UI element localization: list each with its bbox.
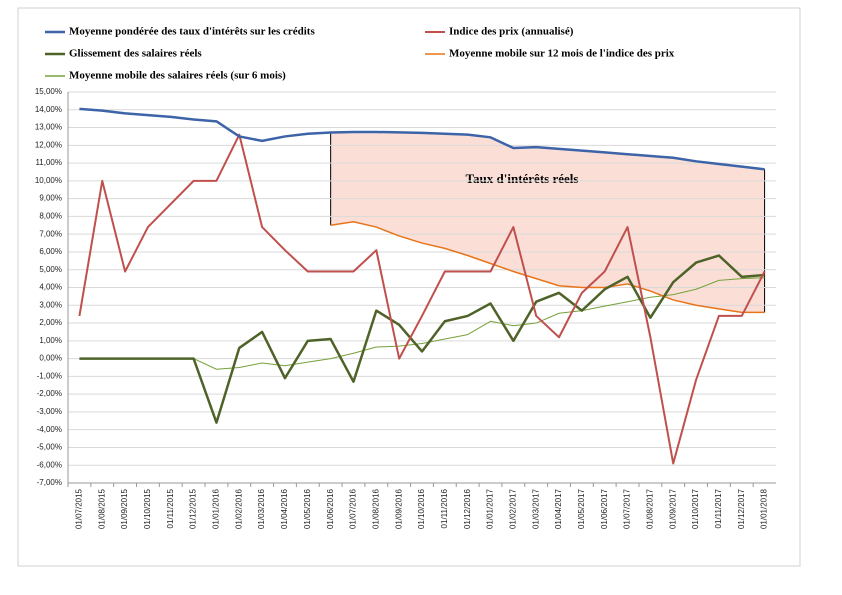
x-tick-label: 01/10/2016	[417, 488, 426, 529]
legend-label: Moyenne pondérée des taux d'intérêts sur…	[69, 26, 315, 38]
x-tick-label: 01/09/2015	[120, 488, 129, 529]
x-tick-label: 01/09/2017	[668, 488, 677, 529]
chart-frame	[17, 7, 801, 567]
series-line	[79, 107, 765, 171]
y-tick-label: -6,00%	[37, 460, 62, 469]
x-tick-label: 01/01/2017	[486, 488, 495, 529]
x-tick-label: 01/05/2017	[577, 488, 586, 529]
y-tick-label: 9,00%	[39, 194, 62, 203]
y-tick-label: 3,00%	[39, 300, 62, 309]
x-tick-label: 01/06/2016	[326, 488, 335, 529]
x-tick-label: 01/07/2015	[75, 488, 84, 529]
y-tick-label: 5,00%	[39, 265, 62, 274]
legend-label: Indice des prix (annualisé)	[449, 26, 574, 38]
y-tick-label: 2,00%	[39, 318, 62, 327]
legend-label: Moyenne mobile des salaires réels (sur 6…	[69, 70, 286, 82]
x-tick-label: 01/03/2017	[531, 488, 540, 529]
x-tick-label: 01/01/2016	[212, 488, 221, 529]
shaded-area	[330, 131, 765, 313]
legend-label: Glissement des salaires réels	[69, 48, 202, 60]
x-tick-label: 01/06/2017	[600, 488, 609, 529]
y-tick-label: -3,00%	[37, 407, 62, 416]
x-tick-label: 01/04/2017	[554, 488, 563, 529]
y-tick-label: 12,00%	[35, 140, 62, 149]
x-tick-label: 01/04/2016	[280, 488, 289, 529]
y-tick-label: 7,00%	[39, 229, 62, 238]
y-tick-label: 10,00%	[35, 176, 62, 185]
y-tick-label: 11,00%	[35, 158, 62, 167]
x-tick-label: 01/07/2017	[623, 488, 632, 529]
x-tick-label: 01/11/2017	[714, 488, 723, 528]
x-tick-label: 01/12/2016	[463, 488, 472, 529]
y-tick-label: 8,00%	[39, 212, 62, 221]
y-tick-label: 1,00%	[39, 336, 62, 345]
x-tick-label: 01/10/2017	[691, 488, 700, 529]
x-tick-label: 01/01/2018	[760, 488, 769, 529]
x-tick-label: 01/08/2016	[371, 488, 380, 529]
y-tick-label: 6,00%	[39, 247, 62, 256]
series-line	[330, 220, 765, 314]
y-tick-label: 0,00%	[39, 354, 62, 363]
x-tick-label: 01/10/2015	[143, 488, 152, 529]
y-tick-label: 4,00%	[39, 283, 62, 292]
x-tick-label: 01/11/2015	[166, 488, 175, 528]
x-tick-label: 01/11/2016	[440, 488, 449, 528]
y-tick-label: -2,00%	[37, 389, 62, 398]
x-tick-label: 01/12/2017	[737, 488, 746, 529]
x-tick-label: 01/03/2016	[257, 488, 266, 529]
x-tick-label: 01/09/2016	[394, 488, 403, 529]
x-tick-label: 01/05/2016	[303, 488, 312, 529]
x-tick-label: 01/08/2017	[645, 488, 654, 529]
y-tick-label: 15,00%	[35, 87, 62, 96]
x-tick-label: 01/12/2015	[189, 488, 198, 529]
x-tick-label: 01/08/2015	[97, 488, 106, 529]
y-tick-label: 13,00%	[35, 123, 62, 132]
legend-label: Moyenne mobile sur 12 mois de l'indice d…	[449, 48, 675, 60]
y-tick-label: -5,00%	[37, 443, 62, 452]
y-tick-label: -7,00%	[37, 478, 62, 487]
x-tick-label: 01/07/2016	[349, 488, 358, 529]
series-line	[79, 254, 765, 424]
x-tick-label: 01/02/2016	[234, 488, 243, 529]
annotation: Taux d'intérêts réels	[466, 171, 579, 186]
series-line	[78, 133, 766, 465]
y-tick-label: -4,00%	[37, 425, 62, 434]
y-tick-label: -1,00%	[37, 371, 62, 380]
x-tick-label: 01/02/2017	[508, 488, 517, 529]
y-tick-label: 14,00%	[35, 105, 62, 114]
